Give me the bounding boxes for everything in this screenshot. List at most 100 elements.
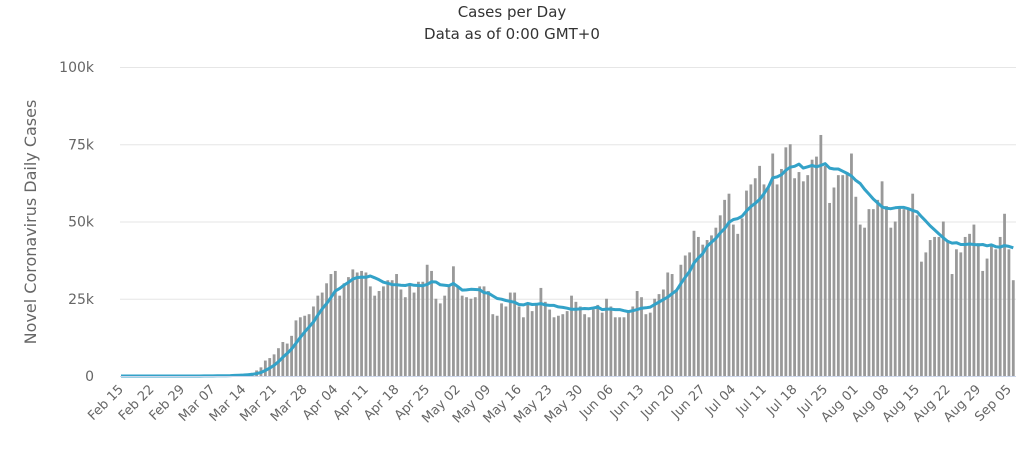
chart-subtitle: Data as of 0:00 GMT+0 [424,25,600,43]
daily-cases-bar [928,240,932,376]
daily-cases-bar [727,193,731,376]
daily-cases-bar [806,175,810,376]
daily-cases-bar [885,206,888,376]
daily-cases-bar [810,159,814,376]
daily-cases-bar [784,147,788,376]
daily-cases-bar [543,301,547,376]
daily-cases-bar [596,304,600,376]
daily-cases-bar [937,236,941,376]
y-tick-label: 75k [68,137,95,153]
daily-cases-bar [452,266,455,376]
daily-cases-bar [561,314,565,376]
daily-cases-bar [946,240,950,376]
daily-cases-bar [307,314,311,376]
moving-average-line [121,162,1014,378]
daily-cases-bar [815,156,818,376]
daily-cases-bar [640,297,643,376]
daily-cases-bar [285,343,289,376]
y-tick-label: 0 [85,369,94,385]
daily-cases-bar [578,306,582,376]
daily-cases-bar [412,292,416,376]
y-axis-ticks: 0 25k 50k 75k 100k [59,60,95,385]
daily-cases-bar [924,252,928,376]
daily-cases-bar [399,289,403,376]
daily-cases-bar [587,317,591,376]
daily-cases-bar [749,184,753,376]
daily-cases-bar [421,281,425,376]
daily-cases-bar [548,309,552,376]
daily-cases-bar [460,295,464,376]
daily-cases-bar [591,309,595,376]
daily-cases-bar [382,286,385,376]
y-tick-label: 100k [59,60,95,76]
daily-cases-bar [863,227,866,376]
daily-cases-bar [290,335,293,376]
daily-cases-bar [605,298,608,376]
daily-cases-bar [736,233,740,376]
daily-cases-bar [570,295,573,376]
daily-cases-bar [508,292,512,376]
daily-cases-bar [473,297,477,376]
x-tick-label: Jul 18 [763,382,800,419]
daily-cases-bar [780,168,783,376]
daily-cases-bar [841,175,845,376]
daily-cases-bar [797,172,801,376]
daily-cases-bar [955,249,958,376]
daily-cases-bar [775,184,779,376]
daily-cases-bar [333,270,337,376]
daily-cases-bar [740,218,744,376]
daily-cases-bar [911,193,915,376]
daily-cases-bar [478,286,482,376]
daily-cases-bar [880,181,884,376]
daily-cases-bar [692,230,696,376]
daily-cases-bar [626,311,630,376]
daily-cases-bar [517,306,521,376]
daily-cases-bar [386,280,390,376]
daily-cases-bar [325,283,328,376]
daily-cases-bar [705,240,709,376]
daily-cases-bar [635,291,639,376]
daily-cases-bar [828,202,831,376]
daily-cases-bar [670,274,674,376]
daily-cases-bar [338,295,342,376]
daily-cases-bar [403,297,407,376]
daily-cases-bar [600,312,604,376]
daily-cases-bar [836,175,840,376]
y-tick-label: 25k [68,292,95,308]
daily-cases-bar [766,187,770,376]
y-tick-label: 50k [68,215,95,231]
daily-cases-bar [731,224,735,376]
daily-cases-bar [443,295,447,376]
daily-cases-bar [990,246,993,376]
daily-cases-bar [298,317,302,376]
daily-cases-bar [342,283,346,376]
daily-cases-bar [972,224,976,376]
daily-cases-bar [696,236,700,376]
daily-cases-bar [963,236,967,376]
daily-cases-bar [530,311,534,376]
x-tick-label: Jun 06 [576,382,616,422]
daily-cases-bar [609,306,613,376]
x-tick-label: Jun 20 [638,382,678,422]
daily-cases-bar [758,165,762,376]
daily-cases-bar [933,236,936,376]
y-axis-label: Novel Coronavirus Daily Cases [21,100,40,345]
daily-cases-bar [618,317,622,376]
daily-cases-bar [906,209,910,376]
daily-cases-bar [1003,213,1006,376]
daily-cases-bar [574,301,578,376]
daily-cases-bar [941,221,945,376]
gridlines [120,67,1016,300]
daily-cases-bar [1011,280,1015,376]
daily-cases-bar [889,227,893,376]
daily-cases-bar [390,280,394,376]
daily-cases-bar [867,209,871,376]
daily-cases-bar [373,295,377,376]
daily-cases-bar [675,291,678,376]
daily-cases-bar [920,261,923,376]
daily-cases-bar [771,153,775,376]
daily-cases-bar [294,320,298,376]
daily-cases-bar [557,315,560,376]
daily-cases-bar [320,292,324,376]
